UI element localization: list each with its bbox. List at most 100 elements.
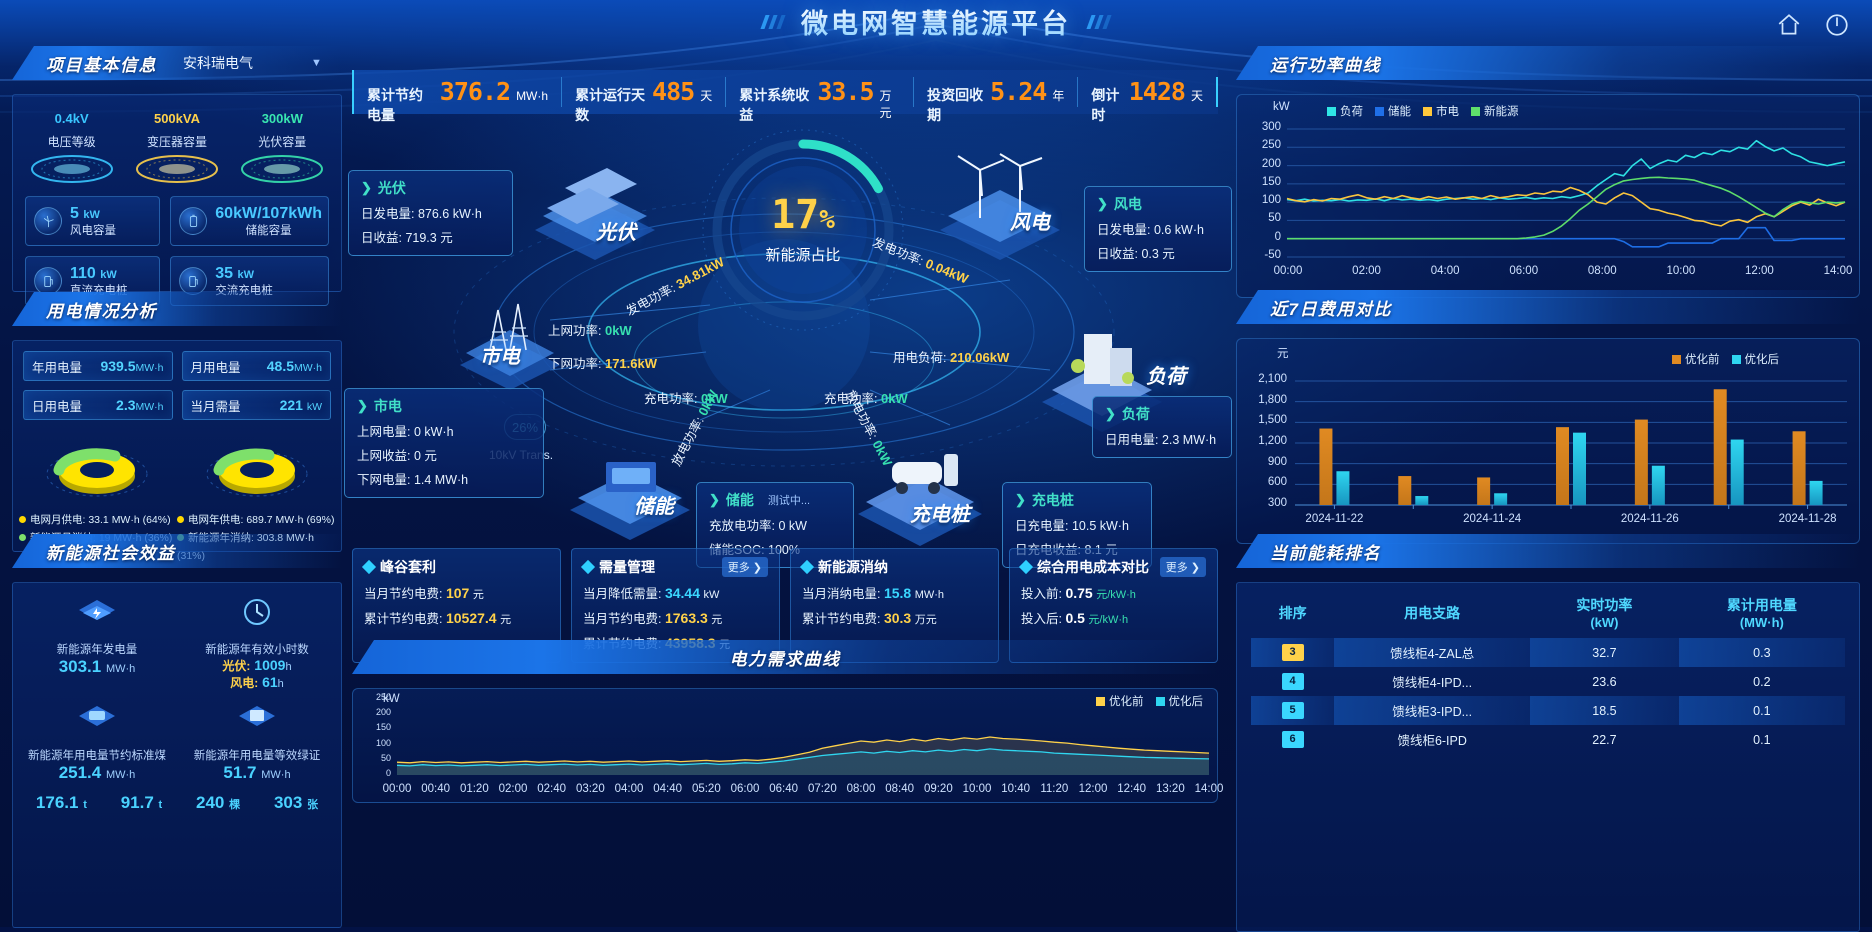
glow-ring-icon [232, 152, 332, 186]
panel-body: 0.4kV 电压等级 500kVA 变压器容量 300kW 光伏容量 [12, 94, 342, 306]
panel-title: 用电情况分析 [46, 301, 157, 321]
usage-kv-item: 年用电量 939.5MW·h [23, 351, 173, 381]
card-row-key: 当月降低需量: [583, 587, 662, 601]
social-grid: 新能源年发电量 303.1 MW·h 新能源年有效小时数 光伏: 1009h 风… [13, 583, 341, 793]
card-row-value: 10527.4 [445, 610, 497, 626]
hours-wind-unit: h [277, 678, 284, 690]
social-row3-item: 303 张 [274, 793, 318, 813]
cell-power: 23.6 [1592, 674, 1617, 689]
home-icon[interactable] [1776, 12, 1802, 43]
usage-kv-item: 当月需量 221 kW [181, 390, 331, 420]
capacity-label: 变压器容量 [146, 135, 207, 149]
header-actions[interactable] [1776, 12, 1850, 43]
axis-tick-label: 08:00 [846, 783, 876, 795]
social-item-generation: 新能源年发电量 303.1 MW·h [19, 591, 175, 693]
stat-item: 倒计时 1428 天 [1078, 77, 1218, 123]
axis-tick-label: 06:00 [1509, 265, 1539, 277]
panel-body: 排序 用电支路 实时功率 (kW) 累计用电量 (MW·h) 3 馈线柜4-ZAL总 3… [1236, 582, 1860, 932]
charger-icon [179, 267, 208, 295]
social-unit: MW·h [105, 663, 136, 675]
arrow-icon: ❯ [1015, 492, 1026, 507]
axis-tick-label: 00:00 [1273, 265, 1303, 277]
card-row-unit: 元 [711, 614, 723, 626]
legend-swatch [19, 516, 26, 523]
kv-key: 年用电量 [32, 360, 83, 375]
row3-unit: t [83, 799, 87, 811]
card-title: 需量管理 [599, 559, 655, 575]
stat-unit: 天 [1190, 89, 1203, 103]
infocard-line: 日充电量: 10.5 kW·h [1015, 519, 1129, 533]
social-item-coal: 新能源年用电量节约标准煤 251.4 MW·h [19, 697, 175, 785]
center-energy-diagram [350, 120, 1220, 540]
social-row3-item: 240 棵 [196, 793, 240, 813]
bullet-icon [799, 559, 815, 575]
social-unit: MW·h [261, 769, 291, 781]
axis-tick-label: 13:20 [1155, 783, 1185, 795]
mini-card-storage: 60kW/107kWh 储能容量 [170, 196, 329, 246]
infocard-title: 市电 [373, 398, 402, 414]
cost-y-unit: 元 [1277, 348, 1289, 360]
social-value: 251.4 [58, 763, 102, 782]
bullet-icon [361, 559, 377, 575]
card-row-key: 当月消纳电量: [802, 587, 881, 601]
axis-tick-label: 12:00 [1745, 265, 1774, 277]
more-button[interactable]: 更多 ❯ [721, 557, 768, 577]
flow-import-power: 下网功率: 171.6kW [548, 356, 658, 371]
mini-value: 35 [215, 264, 234, 282]
table-row[interactable]: 4 馈线柜4-IPD... 23.6 0.2 [1251, 667, 1845, 696]
infocard-line: 日收益: 0.3 元 [1097, 247, 1175, 261]
col-energy: 累计用电量 (MW·h) [1726, 597, 1797, 630]
axis-tick-label: 08:00 [1587, 265, 1617, 277]
capacity-unit: kVA [175, 111, 200, 126]
iso-label-load: 负荷 [1146, 366, 1186, 388]
panel-title: 电力需求曲线 [729, 649, 841, 669]
axis-tick-label: 2024-11-24 [1463, 513, 1522, 525]
kv-unit: kW [306, 401, 322, 413]
table-row[interactable]: 3 馈线柜4-ZAL总 32.7 0.3 [1251, 638, 1845, 667]
axis-tick-label: 0 [1274, 230, 1281, 243]
charger-icon [34, 267, 62, 295]
table-row[interactable]: 5 馈线柜3-IPD... 18.5 0.1 [1251, 696, 1845, 725]
flow-charger-charge: 充电功率: 0kW [824, 391, 908, 406]
wind-icon [34, 207, 62, 235]
bullet-icon [1018, 559, 1034, 575]
kpi-stats-bar: 累计节约电量 376.2 MW·h 累计运行天数 485 天 累计系统收益 33… [352, 70, 1218, 123]
social-label: 新能源年用电量节约标准煤 [28, 750, 166, 762]
col-power: 实时功率 (kW) [1576, 597, 1633, 630]
usage-donut-row [13, 426, 341, 510]
legend-text: 电网年供电: 689.7 MW·h (69%) [188, 514, 335, 526]
kv-value: 2.3 [116, 397, 136, 413]
panel-title: 运行功率曲线 [1270, 55, 1381, 75]
axis-tick-label: 02:40 [537, 783, 567, 795]
col-rank: 排序 [1278, 604, 1307, 621]
infocard-load: ❯ 负荷 日用电量: 2.3 MW·h [1092, 396, 1232, 458]
stat-value: 376.2 [439, 77, 511, 106]
mini-value: 110 [70, 264, 96, 282]
project-selector-value[interactable]: 安科瑞电气 [183, 55, 253, 71]
legend-item: 优化前 [1096, 693, 1144, 709]
axis-tick-label: 06:00 [730, 783, 760, 795]
legend-item: 优化前 [1672, 351, 1720, 367]
axis-tick-label: 250 [1261, 139, 1281, 152]
usage-kv-item: 日用电量 2.3MW·h [23, 390, 173, 420]
axis-tick-label: 04:40 [653, 783, 683, 795]
hours-pv-key: 光伏: [222, 659, 251, 673]
social-row3-item: 91.7 t [121, 793, 163, 813]
row3-value: 303 [273, 793, 303, 812]
axis-tick-label: 04:00 [614, 783, 644, 795]
battery-icon [179, 207, 208, 235]
more-button[interactable]: 更多 ❯ [1159, 557, 1206, 577]
axis-tick-label: 05:20 [691, 783, 721, 795]
card-row-unit: kW [703, 589, 720, 601]
infocard-line: 下网电量: 1.4 MW·h [357, 473, 469, 487]
panel-header: 运行功率曲线 [1236, 46, 1860, 80]
cell-energy: 0.1 [1678, 696, 1845, 725]
power-icon[interactable] [1824, 12, 1850, 43]
row3-unit: t [158, 799, 163, 811]
legend-item: 优化后 [1731, 351, 1779, 367]
axis-tick-label: 300 [1267, 497, 1287, 509]
chevron-down-icon[interactable]: ▼ [311, 57, 322, 69]
table-row[interactable]: 6 馈线柜6-IPD 22.7 0.1 [1251, 725, 1845, 754]
title-block: 微电网智慧能源平台 [760, 2, 1112, 41]
card-row-value: 0.5 [1065, 610, 1085, 626]
